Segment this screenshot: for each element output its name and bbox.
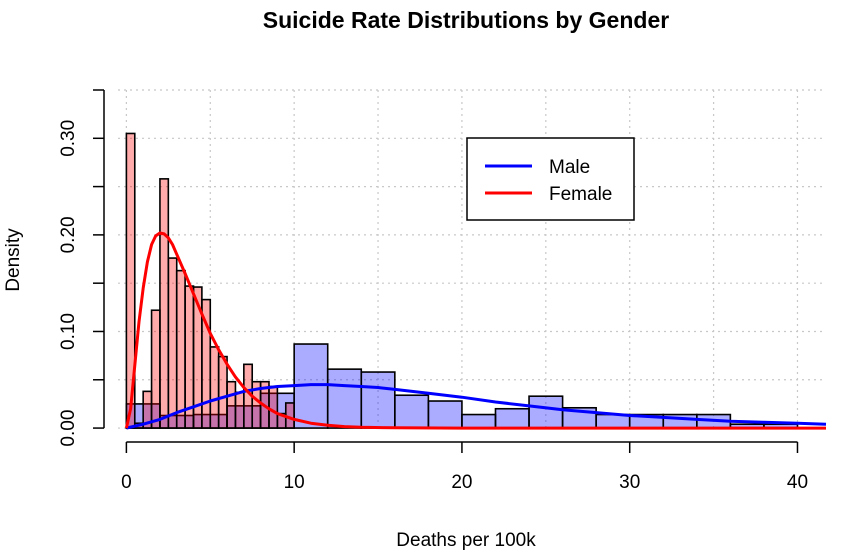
female-bar: [159, 178, 170, 429]
y-tick-label: 0.30: [58, 120, 79, 157]
female-bar: [175, 269, 186, 429]
female-bar: [234, 391, 245, 429]
density-curves: [124, 231, 827, 430]
male-bar: [528, 395, 564, 429]
male-bar: [461, 413, 497, 429]
y-tick-label: 0.20: [58, 216, 79, 253]
y-axis-label: Density: [3, 228, 24, 292]
female-histogram: [125, 132, 295, 429]
x-tick-label: 0: [121, 472, 132, 493]
x-tick-label: 10: [284, 472, 305, 493]
male-bar: [595, 413, 631, 429]
male-bar: [394, 394, 430, 429]
x-axis: 0 10 20 30 40: [121, 441, 808, 493]
chart-title: Suicide Rate Distributions by Gender: [263, 7, 669, 33]
female-bar: [217, 355, 228, 429]
legend-label-female: Female: [549, 184, 612, 205]
male-bar: [494, 407, 530, 429]
x-tick-label: 30: [619, 472, 640, 493]
y-tick-label: 0.10: [58, 313, 79, 350]
female-density-curve: [124, 231, 826, 430]
male-density-curve: [126, 383, 827, 430]
male-bar: [326, 368, 363, 429]
x-tick-label: 20: [451, 472, 472, 493]
male-bar: [360, 371, 396, 429]
female-bar: [226, 380, 237, 429]
male-bar: [427, 400, 463, 429]
x-axis-label: Deaths per 100k: [396, 530, 536, 551]
female-bar: [167, 257, 178, 429]
x-tick-label: 40: [787, 472, 808, 493]
y-tick-label: 0.00: [58, 410, 79, 447]
female-bar: [209, 346, 220, 429]
female-bar: [268, 385, 279, 429]
female-bar: [150, 309, 161, 429]
legend: Male Female: [466, 137, 635, 221]
y-axis: 0.00 0.10 0.20 0.30: [58, 89, 105, 447]
legend-box: [466, 137, 635, 221]
legend-label-male: Male: [549, 157, 590, 178]
